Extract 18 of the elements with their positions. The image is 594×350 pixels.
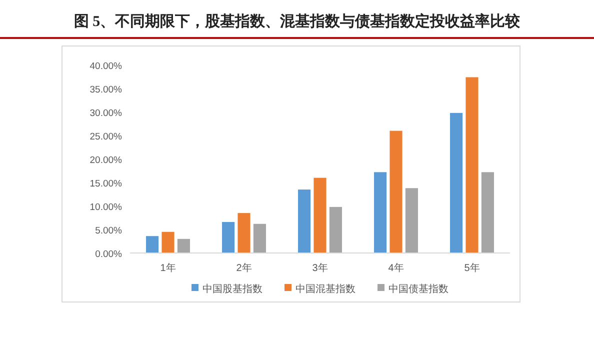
y-tick-label: 20.00% (90, 155, 123, 166)
x-tick-label: 3年 (312, 262, 328, 274)
y-tick-label: 0.00% (95, 249, 123, 260)
x-tick-label: 4年 (388, 262, 404, 274)
y-tick-label: 40.00% (90, 61, 123, 72)
y-tick-label: 10.00% (90, 202, 123, 213)
legend-label: 中国混基指数 (296, 283, 356, 295)
chart-title: 图 5、不同期限下，股基指数、混基指数与债基指数定投收益率比较 (74, 12, 522, 30)
x-tick-label: 1年 (160, 262, 176, 274)
y-tick-label: 30.00% (90, 108, 123, 119)
legend-label: 中国债基指数 (388, 283, 448, 295)
y-tick-label: 25.00% (90, 132, 123, 142)
x-tick-label: 5年 (464, 262, 480, 274)
y-tick-label: 15.00% (90, 178, 123, 190)
y-tick-label: 5.00% (95, 226, 123, 236)
x-tick-label: 2年 (236, 262, 252, 274)
y-tick-label: 35.00% (90, 84, 123, 96)
legend-label: 中国股基指数 (202, 283, 262, 295)
